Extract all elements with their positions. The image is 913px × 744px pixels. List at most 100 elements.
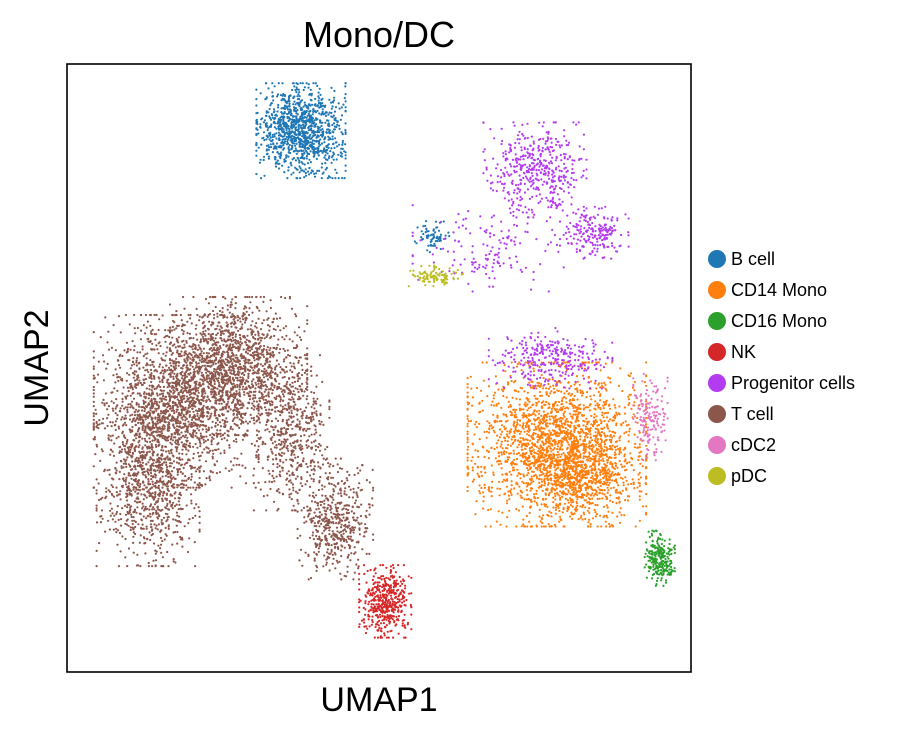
data-point <box>563 459 567 462</box>
data-point <box>556 389 559 392</box>
data-point <box>277 82 280 85</box>
data-point <box>583 209 586 212</box>
data-point <box>609 435 612 438</box>
data-point <box>655 552 658 555</box>
data-point <box>397 632 400 635</box>
data-point <box>490 403 493 407</box>
data-point <box>596 525 599 528</box>
data-point <box>377 628 380 631</box>
data-point <box>296 88 299 91</box>
data-point <box>482 379 485 382</box>
data-point <box>325 145 328 148</box>
data-point <box>645 483 648 486</box>
data-point <box>518 138 521 141</box>
series-progenitor-cells <box>411 121 630 390</box>
data-point <box>536 496 540 500</box>
data-point <box>330 101 333 104</box>
data-point <box>303 126 306 129</box>
series-b-cell <box>255 82 451 254</box>
data-point <box>316 104 319 107</box>
data-point <box>554 443 557 446</box>
data-point <box>328 176 332 179</box>
data-point <box>287 146 290 149</box>
data-point <box>598 431 601 434</box>
data-point <box>546 447 549 450</box>
data-point <box>291 88 294 92</box>
data-point <box>466 383 469 386</box>
data-point <box>556 453 559 456</box>
data-point <box>605 496 608 499</box>
data-point <box>324 121 327 124</box>
data-point <box>627 440 630 443</box>
data-point <box>321 162 324 165</box>
data-point <box>509 163 512 166</box>
data-point <box>552 188 556 191</box>
data-point <box>387 619 390 623</box>
data-point <box>570 421 573 425</box>
data-point <box>563 410 567 413</box>
data-point <box>645 477 648 480</box>
data-point <box>522 475 526 478</box>
data-point <box>287 125 290 128</box>
data-point <box>551 191 555 194</box>
data-point <box>565 430 568 434</box>
data-point <box>544 166 547 169</box>
data-point <box>604 482 607 485</box>
data-point <box>505 171 509 174</box>
data-point <box>373 606 376 609</box>
data-point <box>617 497 620 500</box>
data-point <box>298 91 301 94</box>
data-point <box>537 188 540 191</box>
data-point <box>569 454 572 457</box>
data-point <box>507 383 510 386</box>
data-point <box>327 156 331 160</box>
data-point <box>594 510 597 514</box>
data-point <box>561 479 564 482</box>
data-point <box>569 385 573 388</box>
data-point <box>599 393 602 396</box>
data-point <box>466 417 469 420</box>
data-point <box>482 507 485 510</box>
data-point <box>603 419 606 423</box>
data-point <box>518 190 521 193</box>
data-point <box>583 493 586 496</box>
data-point <box>514 184 518 187</box>
data-point <box>619 451 623 454</box>
data-point <box>276 110 279 113</box>
data-point <box>587 420 591 423</box>
data-point <box>554 121 557 124</box>
data-point <box>537 453 540 456</box>
data-point <box>551 198 554 201</box>
data-point <box>560 492 564 495</box>
data-point <box>566 158 569 161</box>
data-point <box>663 539 666 542</box>
data-point <box>537 412 541 415</box>
data-point <box>279 155 282 158</box>
data-point <box>547 402 550 405</box>
data-point <box>344 110 347 113</box>
data-point <box>256 111 259 114</box>
data-point <box>286 142 289 145</box>
data-point <box>543 427 546 430</box>
data-point <box>474 513 477 516</box>
data-point <box>309 104 312 107</box>
data-point <box>297 136 300 139</box>
data-point <box>618 436 621 440</box>
data-point <box>512 449 515 452</box>
data-point <box>623 469 627 472</box>
data-point <box>600 427 603 430</box>
data-point <box>274 165 278 168</box>
data-point <box>558 494 561 497</box>
data-point <box>305 157 308 160</box>
data-point <box>384 599 387 602</box>
data-point <box>515 508 518 511</box>
data-point <box>578 407 581 410</box>
data-point <box>358 606 361 609</box>
data-point <box>534 473 537 476</box>
data-point <box>522 427 525 430</box>
data-point <box>594 439 597 442</box>
data-point <box>333 96 336 99</box>
data-point <box>466 401 469 404</box>
data-point <box>578 483 581 487</box>
data-point <box>640 450 643 453</box>
